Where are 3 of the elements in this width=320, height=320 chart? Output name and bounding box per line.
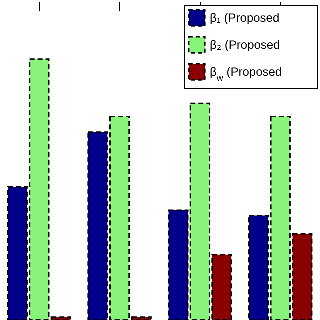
legend-label: β₁ (Proposed	[210, 11, 280, 25]
legend-label: β₂ (Proposed	[210, 38, 280, 52]
legend-label: β$_{w}$ (Proposed	[210, 65, 282, 83]
